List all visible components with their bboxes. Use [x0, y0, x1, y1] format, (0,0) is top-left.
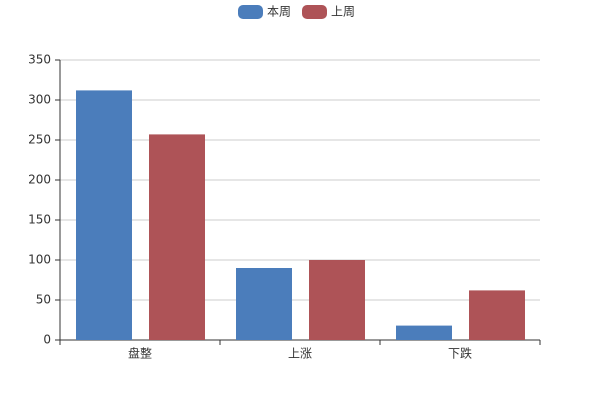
bar	[396, 325, 452, 340]
y-tick-label: 50	[36, 293, 51, 307]
y-tick-label: 350	[28, 53, 51, 67]
bar	[76, 90, 132, 341]
x-tick-label: 上涨	[288, 346, 312, 361]
legend-label: 上周	[331, 5, 355, 19]
legend-label: 本周	[267, 5, 291, 19]
x-tick-label: 盘整	[128, 346, 152, 361]
bar	[469, 290, 525, 340]
x-tick-label: 下跌	[448, 346, 472, 361]
bar	[149, 134, 205, 340]
legend-swatch	[302, 5, 327, 19]
y-tick-label: 300	[28, 93, 51, 107]
y-tick-label: 0	[43, 333, 51, 347]
legend-swatch	[238, 5, 263, 19]
bar	[309, 260, 365, 340]
y-tick-label: 150	[28, 213, 51, 227]
y-tick-label: 250	[28, 133, 51, 147]
y-tick-label: 100	[28, 253, 51, 267]
y-tick-label: 200	[28, 173, 51, 187]
bar	[236, 268, 292, 340]
